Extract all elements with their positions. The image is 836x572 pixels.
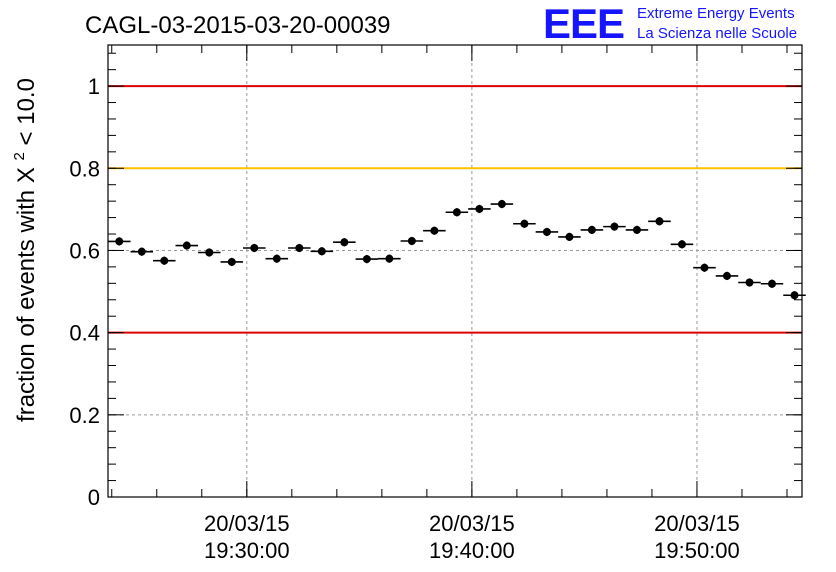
data-point (108, 237, 131, 246)
point-marker (700, 263, 709, 272)
point-marker (385, 254, 394, 263)
data-point (198, 248, 221, 257)
point-marker (655, 217, 664, 226)
x-tick-label-time: 19:30:00 (204, 538, 290, 563)
point-marker (340, 238, 349, 247)
point-marker (317, 247, 326, 256)
point-marker (520, 219, 529, 228)
data-point (648, 217, 671, 226)
logo-line-2: La Scienza nelle Scuole (637, 25, 797, 42)
y-tick-label: 0.6 (69, 238, 100, 263)
data-point (355, 254, 379, 264)
y-axis-label: fraction of events with X 2 < 10.0 (3, 78, 40, 422)
data-point (445, 208, 469, 217)
point-marker (565, 232, 574, 241)
data-point (715, 271, 739, 281)
data-point (513, 219, 536, 228)
point-marker (227, 257, 236, 266)
point-marker (632, 225, 641, 234)
point-marker (407, 237, 416, 246)
point-marker (430, 226, 439, 235)
data-point (153, 256, 176, 265)
chart-title: CAGL-03-2015-03-20-00039 (85, 12, 391, 39)
y-axis-label-symbol: X (13, 167, 40, 183)
y-tick-label: 0.2 (69, 403, 100, 428)
data-points (108, 199, 806, 300)
point-marker (677, 240, 686, 249)
data-point (625, 225, 649, 235)
logo-line-1: Extreme Energy Events (637, 5, 795, 22)
logo-mark: EEE (543, 0, 624, 47)
data-point (738, 278, 761, 287)
logo: EEE Extreme Energy Events La Scienza nel… (543, 0, 797, 47)
point-marker (115, 237, 124, 246)
data-point (310, 247, 334, 256)
x-tick-label-date: 20/03/15 (654, 511, 740, 536)
point-marker (587, 225, 596, 234)
y-tick-label: 0 (88, 485, 100, 510)
x-tick-label-date: 20/03/15 (204, 511, 290, 536)
point-marker (160, 256, 169, 265)
y-axis-label-text: fraction of events with (13, 190, 40, 422)
point-marker (767, 279, 776, 288)
data-point (175, 241, 199, 250)
data-point (288, 243, 311, 253)
data-point (783, 291, 806, 300)
data-point (220, 257, 244, 267)
point-marker (250, 243, 259, 252)
data-point (333, 238, 356, 247)
point-marker (362, 255, 371, 264)
data-point (243, 243, 266, 253)
data-point (693, 263, 716, 272)
grid (108, 45, 802, 497)
point-marker (790, 291, 799, 300)
point-marker (205, 248, 214, 257)
y-tick-label: 0.4 (69, 321, 100, 346)
y-axis-label-tail: < 10.0 (13, 78, 40, 145)
data-point (535, 227, 559, 237)
data-point (603, 222, 626, 231)
point-marker (452, 208, 461, 217)
point-marker (745, 278, 754, 287)
data-point (580, 225, 604, 235)
data-point (670, 240, 694, 249)
point-marker (610, 222, 619, 231)
data-point (130, 247, 154, 256)
y-tick-label: 1 (88, 74, 100, 99)
point-marker (295, 243, 304, 252)
y-axis-label-superscript: 2 (11, 152, 28, 160)
point-marker (542, 227, 551, 236)
x-tick-label-time: 19:40:00 (429, 538, 515, 563)
plot-frame (107, 44, 803, 498)
data-point (400, 236, 424, 246)
data-point (558, 232, 581, 242)
reference-lines (108, 85, 802, 334)
x-tick-label-time: 19:50:00 (654, 538, 740, 563)
point-marker (272, 254, 281, 263)
point-marker (182, 241, 191, 250)
data-point (423, 226, 446, 235)
data-point (468, 204, 491, 214)
data-point (490, 199, 514, 209)
x-tick-label-date: 20/03/15 (429, 511, 515, 536)
data-point (378, 254, 401, 263)
data-point (265, 254, 289, 263)
data-point (760, 279, 784, 288)
point-marker (475, 204, 484, 213)
point-marker (137, 247, 146, 256)
axes: 00.20.40.60.8120/03/1519:30:0020/03/1519… (69, 44, 803, 563)
point-marker (497, 200, 506, 209)
y-tick-label: 0.8 (69, 156, 100, 181)
point-marker (722, 271, 731, 280)
